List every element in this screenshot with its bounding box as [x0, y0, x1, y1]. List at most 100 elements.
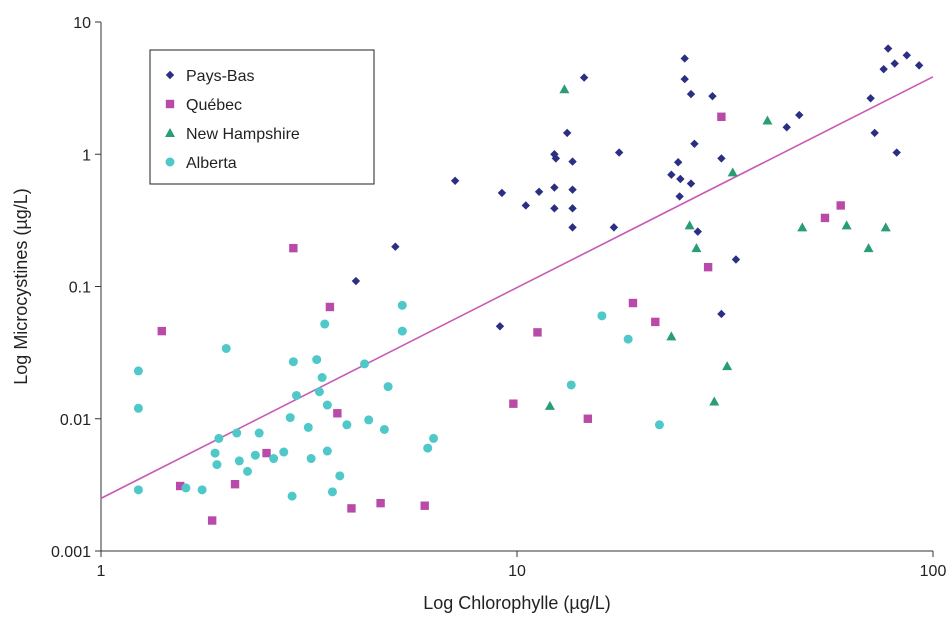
data-point-qu-bec	[836, 201, 845, 210]
data-point-alberta	[314, 387, 324, 397]
legend-marker-alberta	[165, 157, 175, 167]
data-point-alberta	[327, 487, 337, 497]
data-point-qu-bec	[533, 328, 542, 337]
data-point-new-hampshire	[762, 115, 773, 125]
trendline-layer	[100, 76, 934, 500]
data-point-pays-bas	[866, 94, 875, 103]
data-point-pays-bas	[568, 185, 577, 194]
data-point-pays-bas	[667, 170, 676, 179]
data-point-new-hampshire	[863, 243, 874, 253]
data-point-pays-bas	[497, 188, 507, 198]
data-point-qu-bec	[628, 298, 638, 308]
data-point-new-hampshire	[544, 400, 555, 410]
data-point-pays-bas	[686, 89, 696, 99]
data-point-pays-bas	[550, 183, 559, 192]
data-point-alberta	[322, 400, 332, 410]
data-point-alberta	[623, 334, 633, 344]
data-point-pays-bas	[675, 192, 684, 201]
legend-label-new-hampshire: New Hampshire	[186, 126, 300, 143]
x-tick-label: 10	[508, 563, 526, 580]
x-tick-label: 1	[97, 563, 106, 580]
data-point-alberta	[234, 456, 244, 466]
data-point-pays-bas	[680, 54, 689, 63]
data-point-qu-bec	[717, 112, 726, 121]
data-point-new-hampshire	[709, 396, 720, 406]
data-point-alberta	[342, 420, 352, 430]
data-point-pays-bas	[568, 157, 577, 166]
data-point-alberta	[303, 422, 313, 432]
data-point-pays-bas	[717, 309, 726, 319]
data-point-pays-bas	[892, 148, 901, 157]
data-point-alberta	[317, 373, 327, 383]
data-point-alberta	[312, 355, 322, 365]
y-tick-label: 0.1	[69, 280, 91, 297]
data-point-alberta	[597, 311, 607, 321]
data-point-qu-bec	[157, 326, 166, 336]
data-point-pays-bas	[680, 74, 689, 84]
data-point-alberta	[210, 448, 220, 458]
legend-label-qu-bec: Québec	[186, 97, 242, 114]
legend-marker-pays-bas	[165, 70, 175, 80]
data-point-alberta	[364, 415, 374, 425]
data-point-qu-bec	[703, 262, 713, 272]
data-point-pays-bas	[609, 223, 619, 232]
y-tick-label: 0.01	[60, 412, 91, 429]
data-point-pays-bas	[870, 128, 879, 138]
data-point-alberta	[250, 450, 260, 460]
data-point-new-hampshire	[727, 167, 738, 177]
data-point-alberta	[566, 380, 576, 390]
data-point-qu-bec	[325, 302, 335, 312]
data-point-qu-bec	[376, 498, 385, 508]
data-point-pays-bas	[562, 128, 572, 138]
data-point-pays-bas	[673, 158, 683, 167]
data-point-pays-bas	[890, 59, 899, 68]
data-point-pays-bas	[902, 51, 911, 60]
data-point-alberta	[279, 447, 289, 457]
data-point-alberta	[232, 428, 242, 438]
data-point-qu-bec	[230, 479, 240, 489]
data-point-alberta	[397, 300, 407, 310]
data-point-qu-bec	[820, 213, 830, 223]
x-tick-label: 100	[920, 563, 947, 580]
data-point-pays-bas	[782, 123, 791, 132]
data-point-new-hampshire	[797, 222, 808, 232]
data-point-new-hampshire	[841, 220, 852, 230]
data-point-alberta	[133, 366, 143, 376]
data-point-pays-bas	[676, 174, 685, 184]
data-point-alberta	[423, 443, 433, 453]
legend-marker-qu-bec	[165, 99, 175, 109]
data-point-alberta	[429, 433, 439, 443]
data-point-pays-bas	[879, 64, 888, 74]
axes	[95, 21, 934, 557]
legend-label-alberta: Alberta	[186, 155, 237, 172]
data-point-qu-bec	[207, 516, 217, 525]
data-point-alberta	[212, 460, 222, 470]
trendline	[100, 76, 934, 500]
data-point-pays-bas	[568, 204, 577, 213]
data-point-qu-bec	[262, 448, 271, 458]
data-point-alberta	[181, 483, 191, 493]
data-point-pays-bas	[391, 242, 400, 251]
tick-labels: 0.001 0.01 0.1 1 10 1 10 100	[51, 15, 946, 580]
data-point-alberta	[285, 413, 295, 423]
data-point-new-hampshire	[880, 222, 891, 232]
data-point-alberta	[335, 471, 345, 481]
legend: Pays-Bas Québec New Hampshire Alberta	[149, 49, 375, 185]
data-point-pays-bas	[708, 91, 717, 101]
data-point-pays-bas	[450, 176, 460, 185]
data-point-pays-bas	[883, 44, 893, 53]
data-point-alberta	[269, 454, 279, 464]
data-point-qu-bec	[509, 399, 518, 408]
data-point-pays-bas	[521, 201, 531, 210]
data-point-alberta	[291, 390, 301, 400]
data-point-pays-bas	[731, 255, 741, 264]
data-point-alberta	[379, 424, 389, 434]
data-point-pays-bas	[686, 179, 696, 188]
data-point-pays-bas	[495, 322, 505, 331]
data-point-alberta	[397, 326, 407, 336]
data-point-qu-bec	[651, 317, 660, 327]
data-point-new-hampshire	[666, 331, 677, 341]
legend-marker-new-hampshire	[165, 128, 175, 137]
data-point-pays-bas	[351, 276, 361, 286]
